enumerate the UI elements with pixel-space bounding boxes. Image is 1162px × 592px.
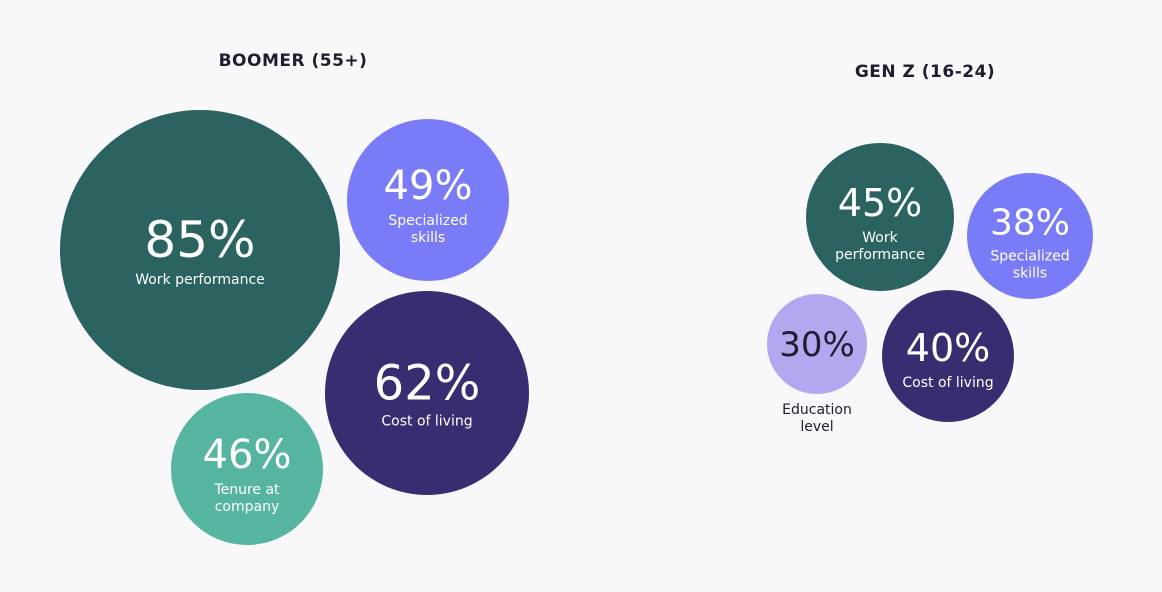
category-label-boomer-work-performance: Work performance — [135, 272, 265, 288]
bubble-boomer-specialized-skills — [347, 119, 509, 281]
value-label-genz-work-performance: 45% — [838, 181, 922, 225]
category-label-genz-work-performance-line2: performance — [835, 247, 925, 263]
value-label-genz-specialized-skills: 38% — [990, 202, 1070, 243]
bubble-genz-work-performance — [806, 143, 954, 291]
value-label-boomer-tenure-at-company: 46% — [203, 432, 292, 478]
value-label-boomer-specialized-skills: 49% — [384, 163, 473, 209]
value-label-boomer-work-performance: 85% — [144, 211, 255, 269]
category-label-genz-specialized-skills-line2: skills — [1013, 265, 1047, 281]
value-label-genz-cost-of-living: 40% — [906, 326, 990, 370]
category-label-genz-work-performance-line1: Work — [862, 230, 898, 246]
category-label-boomer-cost-of-living: Cost of living — [381, 414, 472, 430]
bubble-genz-cost-of-living — [882, 290, 1014, 422]
category-label-boomer-tenure-at-company-line1: Tenure at — [213, 482, 280, 498]
bubble-boomer-work-performance — [60, 110, 340, 390]
value-label-genz-education-level: 30% — [779, 325, 855, 365]
category-label-genz-education-level-line2: level — [800, 419, 833, 435]
chart-title-boomer: BOOMER (55+) — [219, 51, 368, 71]
category-label-boomer-tenure-at-company-line2: company — [215, 499, 280, 515]
value-label-boomer-cost-of-living: 62% — [374, 356, 481, 412]
category-label-boomer-specialized-skills-line2: skills — [411, 230, 445, 246]
category-label-genz-education-level-line1: Education — [782, 402, 852, 418]
bubble-boomer-cost-of-living — [325, 291, 529, 495]
category-label-boomer-specialized-skills-line1: Specialized — [388, 213, 467, 229]
category-label-genz-specialized-skills-line1: Specialized — [990, 248, 1069, 264]
chart-title-genz: GEN Z (16-24) — [855, 62, 995, 82]
bubbles-layer: 85%Work performance49%Specializedskills6… — [60, 110, 1093, 545]
category-label-genz-cost-of-living: Cost of living — [902, 375, 993, 391]
bubble-genz-specialized-skills — [967, 173, 1093, 299]
bubble-genz-education-level — [767, 294, 867, 394]
bubble-boomer-tenure-at-company — [171, 393, 323, 545]
